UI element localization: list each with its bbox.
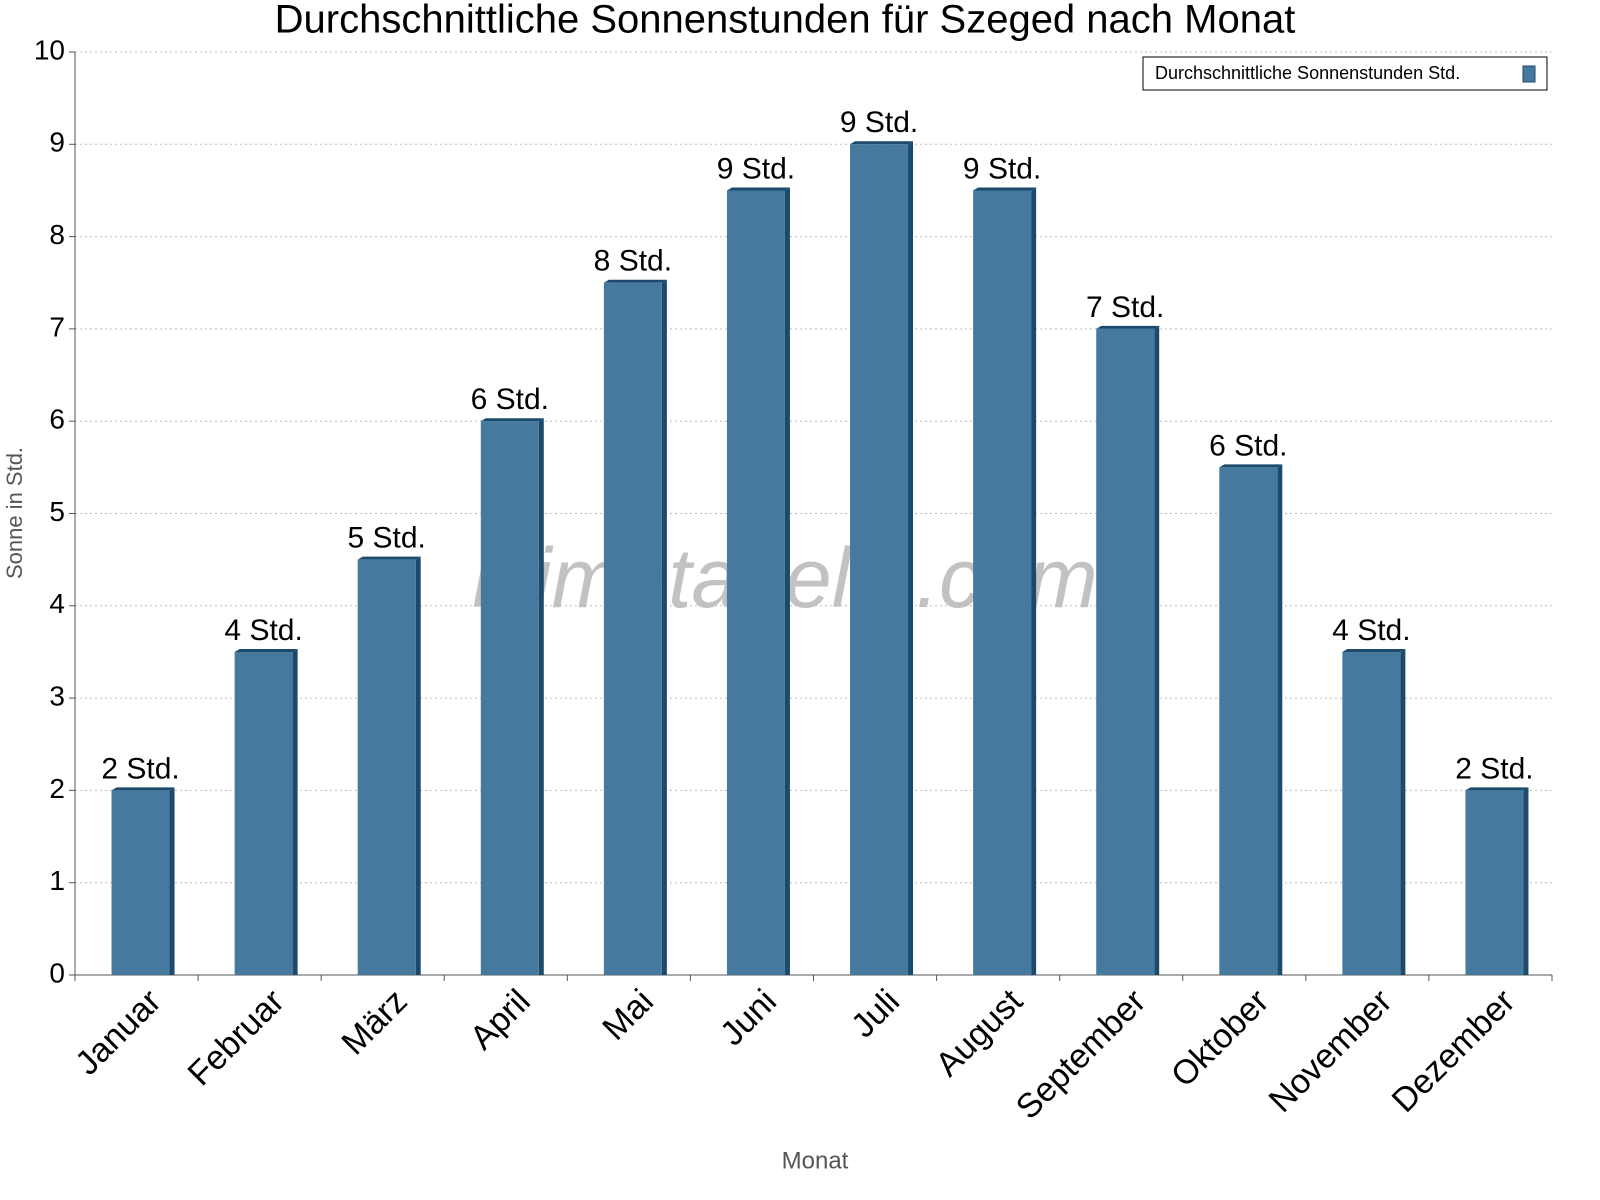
y-tick-label: 1 <box>49 865 65 896</box>
value-label: 4 Std. <box>224 614 302 647</box>
bar-side <box>415 556 421 975</box>
bar-group <box>850 141 914 976</box>
y-tick-label: 4 <box>49 588 65 619</box>
value-label: 6 Std. <box>471 383 549 416</box>
bar-group <box>973 187 1037 975</box>
bar <box>1342 651 1401 975</box>
bar-side <box>1277 464 1283 975</box>
value-label: 5 Std. <box>348 522 426 555</box>
value-label: 9 Std. <box>840 106 918 139</box>
bar <box>357 559 416 975</box>
bar-side <box>1400 648 1406 975</box>
bar-side <box>538 418 544 975</box>
y-tick-label: 3 <box>49 680 65 711</box>
y-tick-label: 8 <box>49 219 65 250</box>
value-label: 9 Std. <box>717 152 795 185</box>
bar <box>1096 328 1155 975</box>
bar-group <box>357 556 421 975</box>
value-label: 8 Std. <box>594 245 672 278</box>
bar <box>234 651 293 975</box>
bar-side <box>169 787 175 975</box>
bar-top <box>726 187 790 191</box>
legend-box <box>1142 56 1548 91</box>
value-label: 7 Std. <box>1086 291 1164 324</box>
y-tick-label: 9 <box>49 127 65 158</box>
value-label: 2 Std. <box>1455 752 1533 785</box>
chart-title: Durchschnittliche Sonnenstunden für Szeg… <box>275 0 1296 42</box>
value-label: 2 Std. <box>101 752 179 785</box>
bar-group <box>480 418 544 975</box>
bar <box>726 190 785 975</box>
legend-label: Durchschnittliche Sonnenstunden Std. <box>1155 63 1460 83</box>
bar-side <box>1031 187 1037 975</box>
value-label: 9 Std. <box>963 152 1041 185</box>
y-tick-label: 0 <box>49 957 65 988</box>
value-label: 6 Std. <box>1209 429 1287 462</box>
y-tick-label: 10 <box>34 34 65 65</box>
bar-side <box>1523 787 1529 975</box>
bar-group <box>726 187 790 975</box>
bar-group <box>1465 787 1529 975</box>
bar <box>603 282 662 975</box>
y-tick-label: 2 <box>49 773 65 804</box>
bar-group <box>1219 464 1283 975</box>
bar-top <box>1096 325 1160 329</box>
bar-group <box>1096 325 1160 975</box>
bar-side <box>784 187 790 975</box>
bar-top <box>111 787 175 791</box>
y-tick-label: 7 <box>49 311 65 342</box>
legend-swatch <box>1522 65 1536 83</box>
bar-top <box>850 141 914 145</box>
y-axis-label: Sonne in Std. <box>2 447 27 579</box>
bar-top <box>1465 787 1529 791</box>
value-label: 4 Std. <box>1332 614 1410 647</box>
bar-side <box>661 279 667 975</box>
x-axis-label: Monat <box>782 1147 849 1174</box>
bar-top <box>357 556 421 560</box>
bar-group <box>234 648 298 975</box>
bar-top <box>973 187 1037 191</box>
bar <box>1465 790 1524 975</box>
bar-group <box>111 787 175 975</box>
bar-top <box>1219 464 1283 468</box>
bar <box>1219 467 1278 975</box>
bar-top <box>603 279 667 283</box>
bar <box>850 144 909 976</box>
bar-top <box>1342 648 1406 652</box>
bar <box>111 790 170 975</box>
bar-top <box>234 648 298 652</box>
bar-side <box>292 648 298 975</box>
bar-top <box>480 418 544 422</box>
bar-side <box>1154 325 1160 975</box>
bar <box>973 190 1032 975</box>
bar <box>480 421 539 975</box>
bar-group <box>603 279 667 975</box>
y-tick-label: 6 <box>49 404 65 435</box>
bar-side <box>908 141 914 976</box>
bar-group <box>1342 648 1406 975</box>
y-tick-label: 5 <box>49 496 65 527</box>
